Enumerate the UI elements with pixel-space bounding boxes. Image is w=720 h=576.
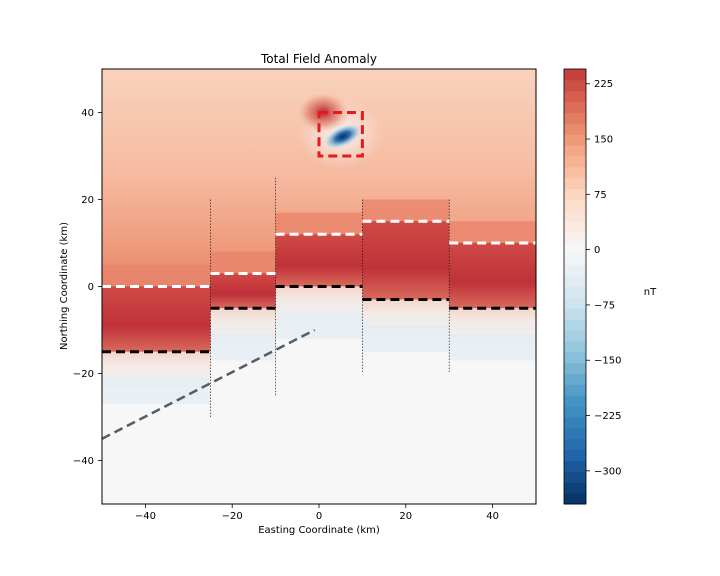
colorbar-frame xyxy=(563,68,587,505)
colorbar-segment xyxy=(564,134,586,146)
layer-underside-blue xyxy=(449,334,536,361)
layer-block xyxy=(275,212,363,235)
colorbar-segment xyxy=(564,308,586,320)
colorbar-segment xyxy=(564,79,586,92)
colorbar-segment xyxy=(564,69,586,81)
layer-block xyxy=(449,221,536,243)
x-tick-label: −40 xyxy=(135,511,156,522)
colorbar-tick-label: −225 xyxy=(594,411,621,422)
dipping-line xyxy=(102,328,316,440)
colorbar-tick-label: 75 xyxy=(594,190,607,201)
dipping-line-path xyxy=(102,328,316,440)
colorbar-segment xyxy=(564,406,586,418)
colorbar-segment xyxy=(564,264,586,277)
colorbar-segment xyxy=(564,373,586,385)
y-axis-label: Northing Coordinate (km) xyxy=(59,222,70,350)
colorbar-segment xyxy=(564,166,586,179)
below-layer-halo xyxy=(102,286,536,404)
y-tick-label: 20 xyxy=(81,195,94,206)
colorbar-segment xyxy=(564,188,586,200)
colorbar: −300 −225 −150 −75 0 75 150 225 xyxy=(563,68,621,505)
colorbar-segment xyxy=(564,351,586,364)
layer-block xyxy=(449,243,536,309)
colorbar-segment xyxy=(564,493,586,505)
colorbar-segment xyxy=(564,362,586,374)
y-axis: −40 −20 0 20 40 xyxy=(73,108,102,467)
colorbar-segment xyxy=(564,275,586,287)
layer-block xyxy=(275,234,363,287)
colorbar-tick-label: −300 xyxy=(594,466,621,477)
colorbar-segment xyxy=(564,297,586,309)
colorbar-segment xyxy=(564,101,586,113)
colorbar-segment xyxy=(564,177,586,190)
colorbar-segment xyxy=(564,232,586,244)
colorbar-segment xyxy=(564,427,586,440)
colorbar-segment xyxy=(564,156,586,168)
plot-area xyxy=(102,69,536,504)
x-tick-label: 40 xyxy=(486,511,499,522)
layer-boundary-lines xyxy=(102,219,536,354)
layer-underside-blue xyxy=(102,377,211,404)
colorbar-segment xyxy=(564,199,586,211)
colorbar-segment xyxy=(564,253,586,266)
source-box-outline xyxy=(317,111,364,158)
colorbar-segment xyxy=(564,395,586,407)
colorbar-segment xyxy=(564,417,586,429)
y-tick-label: 0 xyxy=(88,282,94,293)
colorbar-segment xyxy=(564,438,586,451)
x-tick-label: 20 xyxy=(399,511,412,522)
colorbar-segment xyxy=(564,286,586,298)
x-axis-label: Easting Coordinate (km) xyxy=(258,525,380,536)
colorbar-segment xyxy=(564,319,586,331)
colorbar-tick-label: 0 xyxy=(594,245,600,256)
layer-underside-blue xyxy=(210,334,276,361)
layer-block xyxy=(362,199,450,222)
dipole-negative-lobe xyxy=(322,122,364,151)
colorbar-segment xyxy=(564,210,586,222)
layer-block xyxy=(362,221,450,300)
colorbar-segment xyxy=(564,243,586,255)
y-tick-label: 40 xyxy=(81,108,94,119)
colorbar-segment xyxy=(564,90,586,103)
colorbar-segment xyxy=(564,340,586,353)
colorbar-segment xyxy=(564,221,586,233)
y-tick-label: −40 xyxy=(73,456,94,467)
layer-block xyxy=(102,286,211,352)
layer-underside-blue xyxy=(362,325,450,352)
layer-block xyxy=(210,273,276,309)
x-axis: −40 −20 0 20 40 xyxy=(135,504,499,522)
colorbar-segment xyxy=(564,460,586,472)
colorbar-segment xyxy=(564,384,586,396)
colorbar-segment xyxy=(564,123,586,135)
colorbar-segment xyxy=(564,482,586,494)
source-box xyxy=(317,111,364,158)
layer-blocks xyxy=(102,199,536,352)
y-tick-label: −20 xyxy=(73,369,94,380)
layer-block xyxy=(102,264,211,287)
chart-title: Total Field Anomaly xyxy=(260,52,377,66)
colorbar-segment xyxy=(564,330,586,342)
colorbar-label: nT xyxy=(644,287,657,298)
colorbar-tick-label: −75 xyxy=(594,300,615,311)
colorbar-tick-label: 150 xyxy=(594,135,613,146)
colorbar-segment xyxy=(564,145,586,157)
x-tick-label: −20 xyxy=(222,511,243,522)
colorbar-segment xyxy=(564,471,586,483)
colorbar-segment xyxy=(564,449,586,461)
layer-underside-blue xyxy=(275,312,363,339)
layer-block xyxy=(210,251,276,274)
colorbar-segment xyxy=(564,112,586,124)
colorbar-tick-label: −150 xyxy=(594,356,621,367)
colorbar-tick-label: 225 xyxy=(594,79,613,90)
x-tick-label: 0 xyxy=(316,511,322,522)
